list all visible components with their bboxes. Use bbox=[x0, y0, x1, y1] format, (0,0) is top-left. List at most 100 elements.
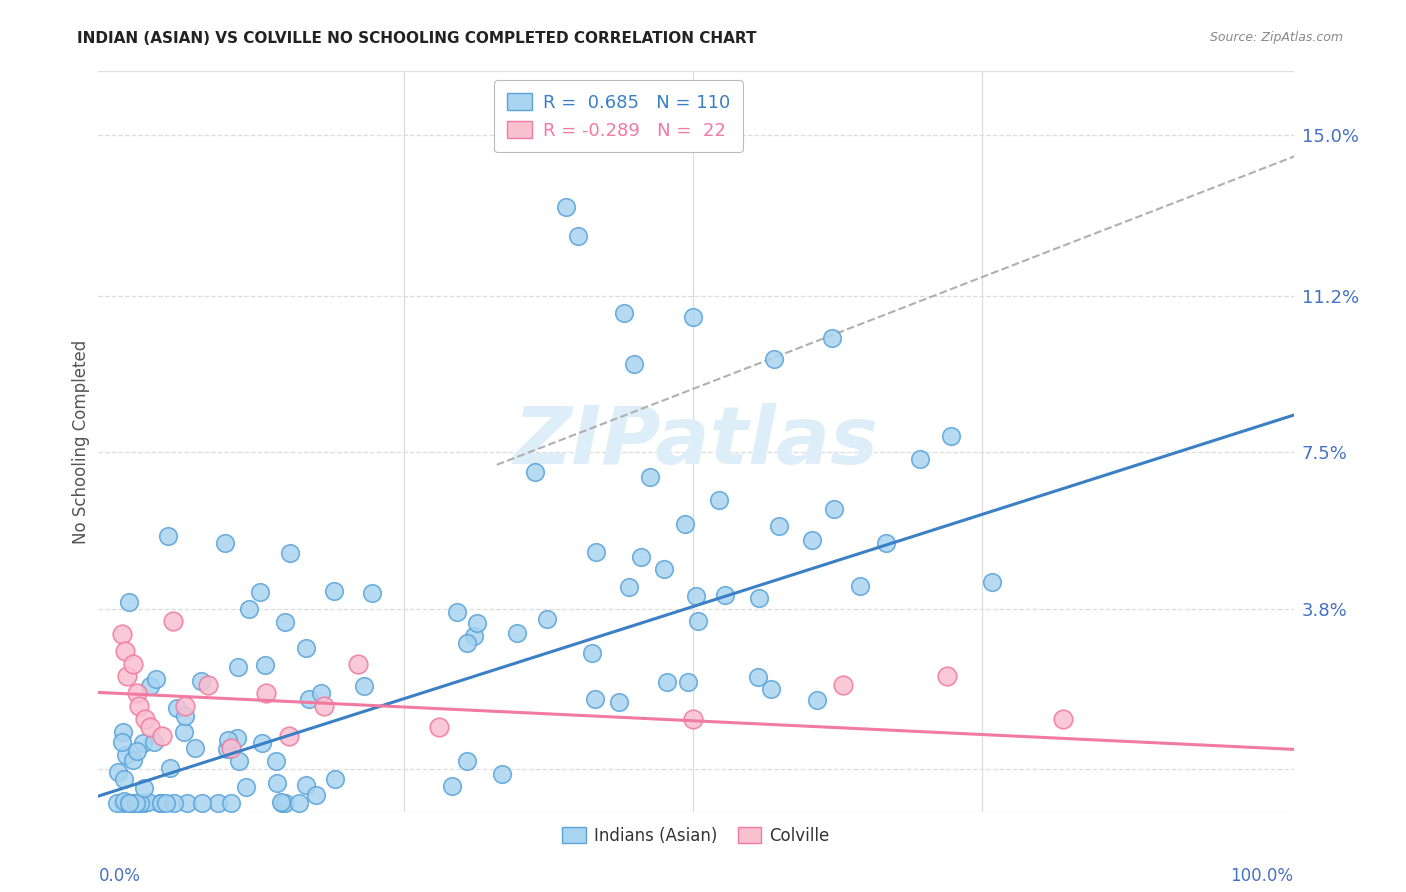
Point bbox=[323, 772, 346, 786]
Point bbox=[139, 720, 162, 734]
Legend: Indians (Asian), Colville: Indians (Asian), Colville bbox=[555, 820, 837, 852]
Point bbox=[163, 797, 186, 811]
Point bbox=[149, 797, 172, 811]
Point bbox=[221, 797, 243, 811]
Point bbox=[360, 585, 382, 599]
Point bbox=[806, 692, 828, 706]
Point bbox=[713, 588, 735, 602]
Point bbox=[278, 546, 301, 560]
Point bbox=[266, 776, 288, 790]
Point bbox=[228, 754, 250, 768]
Point bbox=[673, 516, 696, 531]
Point bbox=[305, 788, 328, 802]
Point bbox=[555, 200, 578, 214]
Text: Source: ZipAtlas.com: Source: ZipAtlas.com bbox=[1209, 31, 1343, 45]
Point bbox=[298, 692, 321, 706]
Point bbox=[270, 795, 292, 809]
Point bbox=[980, 574, 1002, 589]
Point bbox=[875, 536, 897, 550]
Point bbox=[122, 657, 145, 671]
Point bbox=[143, 735, 166, 749]
Point bbox=[250, 735, 273, 749]
Point bbox=[114, 644, 136, 658]
Point bbox=[110, 627, 132, 641]
Point bbox=[311, 686, 333, 700]
Text: INDIAN (ASIAN) VS COLVILLE NO SCHOOLING COMPLETED CORRELATION CHART: INDIAN (ASIAN) VS COLVILLE NO SCHOOLING … bbox=[77, 31, 756, 46]
Point bbox=[685, 589, 707, 603]
Point bbox=[936, 669, 959, 683]
Point bbox=[678, 675, 700, 690]
Point bbox=[295, 778, 318, 792]
Point bbox=[583, 692, 606, 706]
Point bbox=[465, 615, 488, 630]
Point bbox=[249, 584, 271, 599]
Point bbox=[226, 731, 249, 745]
Point bbox=[253, 657, 276, 672]
Point bbox=[173, 725, 195, 739]
Point bbox=[235, 780, 257, 795]
Point bbox=[264, 754, 287, 768]
Point bbox=[159, 761, 181, 775]
Point bbox=[214, 536, 236, 550]
Point bbox=[117, 669, 139, 683]
Point bbox=[652, 562, 675, 576]
Point bbox=[463, 629, 485, 643]
Point bbox=[111, 735, 134, 749]
Point bbox=[630, 549, 652, 564]
Point bbox=[174, 708, 197, 723]
Point bbox=[456, 754, 478, 768]
Point bbox=[132, 797, 155, 811]
Point bbox=[112, 794, 135, 808]
Point bbox=[800, 533, 823, 548]
Point bbox=[254, 686, 277, 700]
Point bbox=[686, 614, 709, 628]
Point bbox=[132, 781, 155, 796]
Point bbox=[832, 678, 855, 692]
Point bbox=[112, 772, 135, 786]
Point bbox=[149, 797, 172, 811]
Point bbox=[114, 747, 136, 762]
Point bbox=[118, 797, 141, 811]
Point bbox=[145, 672, 167, 686]
Text: 100.0%: 100.0% bbox=[1230, 867, 1294, 885]
Point bbox=[125, 744, 148, 758]
Point bbox=[638, 469, 661, 483]
Point bbox=[138, 679, 160, 693]
Text: ZIPatlas: ZIPatlas bbox=[513, 402, 879, 481]
Point bbox=[219, 741, 242, 756]
Point bbox=[278, 729, 301, 743]
Point bbox=[446, 605, 468, 619]
Point bbox=[273, 615, 295, 629]
Point bbox=[166, 701, 188, 715]
Point bbox=[441, 779, 464, 793]
Point bbox=[238, 602, 260, 616]
Point bbox=[128, 698, 150, 713]
Point bbox=[581, 646, 603, 660]
Point bbox=[506, 625, 529, 640]
Point bbox=[274, 797, 297, 811]
Point bbox=[295, 641, 318, 656]
Point bbox=[190, 674, 212, 689]
Point bbox=[176, 797, 198, 811]
Point bbox=[323, 583, 346, 598]
Point bbox=[941, 429, 963, 443]
Point bbox=[536, 612, 558, 626]
Point bbox=[761, 682, 783, 697]
Point bbox=[623, 357, 645, 371]
Point bbox=[217, 733, 239, 747]
Point bbox=[162, 615, 184, 629]
Point bbox=[709, 493, 731, 508]
Point bbox=[523, 465, 546, 479]
Point bbox=[427, 720, 450, 734]
Point bbox=[226, 660, 249, 674]
Point bbox=[347, 657, 370, 671]
Text: 0.0%: 0.0% bbox=[98, 867, 141, 885]
Point bbox=[122, 797, 145, 811]
Point bbox=[682, 712, 704, 726]
Point bbox=[762, 352, 785, 367]
Point bbox=[190, 797, 212, 811]
Point bbox=[312, 698, 335, 713]
Point bbox=[138, 795, 160, 809]
Point bbox=[607, 695, 630, 709]
Point bbox=[107, 765, 129, 780]
